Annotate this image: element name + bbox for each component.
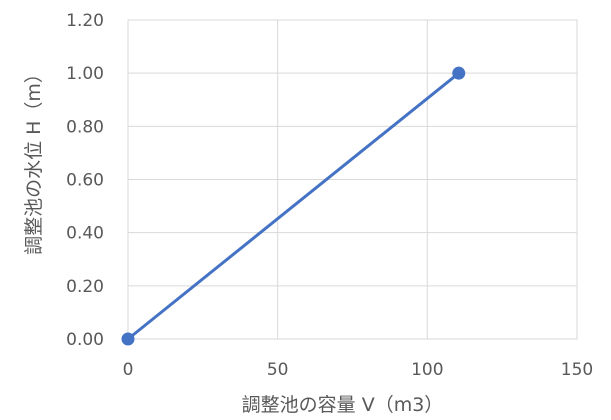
x-axis-title: 調整池の容量 V（m3） xyxy=(242,394,444,416)
gridlines xyxy=(127,19,578,340)
x-axis-tick-labels: 0 50 100 150 xyxy=(123,360,594,380)
y-tick-label: 0.60 xyxy=(66,171,104,191)
data-point-0 xyxy=(121,332,135,346)
y-axis-tick-labels: 0.00 0.20 0.40 0.60 0.80 1.00 1.20 xyxy=(66,11,104,350)
x-tick-label: 150 xyxy=(561,360,593,380)
x-tick-label: 0 xyxy=(123,360,134,380)
plot-area-frame xyxy=(127,19,578,340)
series-line xyxy=(127,71,460,341)
y-tick-label: 0.40 xyxy=(66,224,104,244)
y-tick-label: 1.20 xyxy=(66,11,104,31)
x-tick-label: 50 xyxy=(267,360,289,380)
y-tick-label: 1.00 xyxy=(66,64,104,84)
series-group xyxy=(121,66,466,346)
data-point-1 xyxy=(452,66,466,80)
y-axis-title: 調整池の水位 H（m） xyxy=(23,64,45,255)
y-tick-label: 0.20 xyxy=(66,277,104,297)
x-tick-label: 100 xyxy=(411,360,443,380)
y-tick-label: 0.80 xyxy=(66,117,104,137)
y-tick-label: 0.00 xyxy=(66,330,104,350)
